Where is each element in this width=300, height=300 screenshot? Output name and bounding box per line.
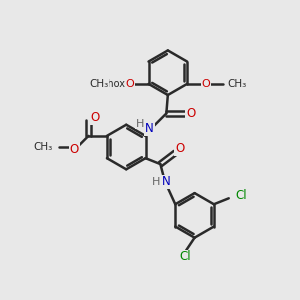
- Text: CH₃: CH₃: [89, 79, 108, 89]
- Text: O: O: [125, 79, 134, 89]
- Text: O: O: [202, 79, 210, 89]
- Text: N: N: [145, 122, 154, 135]
- Text: H: H: [152, 177, 160, 187]
- Text: Cl: Cl: [180, 250, 191, 263]
- Text: O: O: [186, 107, 196, 120]
- Text: N: N: [162, 176, 171, 188]
- Text: O: O: [90, 111, 100, 124]
- Text: Cl: Cl: [235, 189, 247, 203]
- Text: CH₃: CH₃: [228, 79, 247, 89]
- Text: O: O: [125, 79, 134, 89]
- Text: O: O: [175, 142, 184, 155]
- Text: CH₃: CH₃: [34, 142, 53, 152]
- Text: H: H: [135, 118, 144, 128]
- Text: O: O: [70, 143, 79, 156]
- Text: methoxy: methoxy: [88, 79, 131, 89]
